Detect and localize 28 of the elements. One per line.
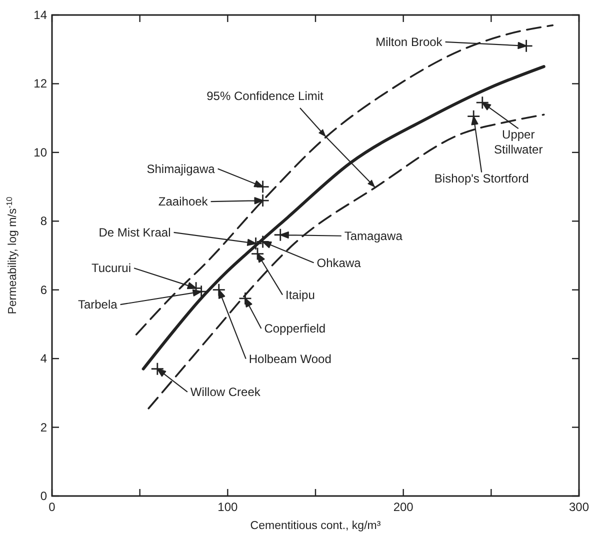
annotation: Tucurui <box>91 261 132 276</box>
y-tick-label: 2 <box>40 420 48 434</box>
y-tick-label: 0 <box>40 489 48 503</box>
annotation: Upper Stillwater <box>494 128 543 157</box>
annotation: Zaaihoek <box>158 194 209 209</box>
annotation: Copperfield <box>264 321 326 336</box>
annotation: Holbeam Wood <box>248 352 332 366</box>
y-tick-label: 14 <box>34 8 48 22</box>
annotation: Itaipu <box>286 288 315 302</box>
y-tick-label: 6 <box>40 282 48 297</box>
annotation: Milton Brook <box>376 34 444 49</box>
annotation: Shimajigawa <box>146 162 216 176</box>
x-tick-label: 300 <box>568 500 590 514</box>
annotation: Willow Creek <box>190 384 262 399</box>
x-tick-label: 0 <box>48 500 56 514</box>
x-tick-label: 100 <box>218 500 238 514</box>
annotation: Tamagawa <box>344 228 403 243</box>
x-axis-title: Cementitious cont., kg/m³ <box>250 520 381 532</box>
annotation: Tarbela <box>78 298 118 312</box>
annotation: Ohkawa <box>316 256 362 270</box>
x-tick-label: 200 <box>393 500 414 514</box>
annotation: De Mist Kraal <box>98 225 171 240</box>
y-tick-label: 10 <box>34 145 48 160</box>
y-tick-label: 4 <box>40 352 48 366</box>
annotation: 95% Confidence Limit <box>206 89 324 103</box>
y-tick-label: 12 <box>34 76 48 91</box>
annotation: Bishop's Stortford <box>434 171 529 186</box>
y-tick-label: 8 <box>40 214 48 228</box>
